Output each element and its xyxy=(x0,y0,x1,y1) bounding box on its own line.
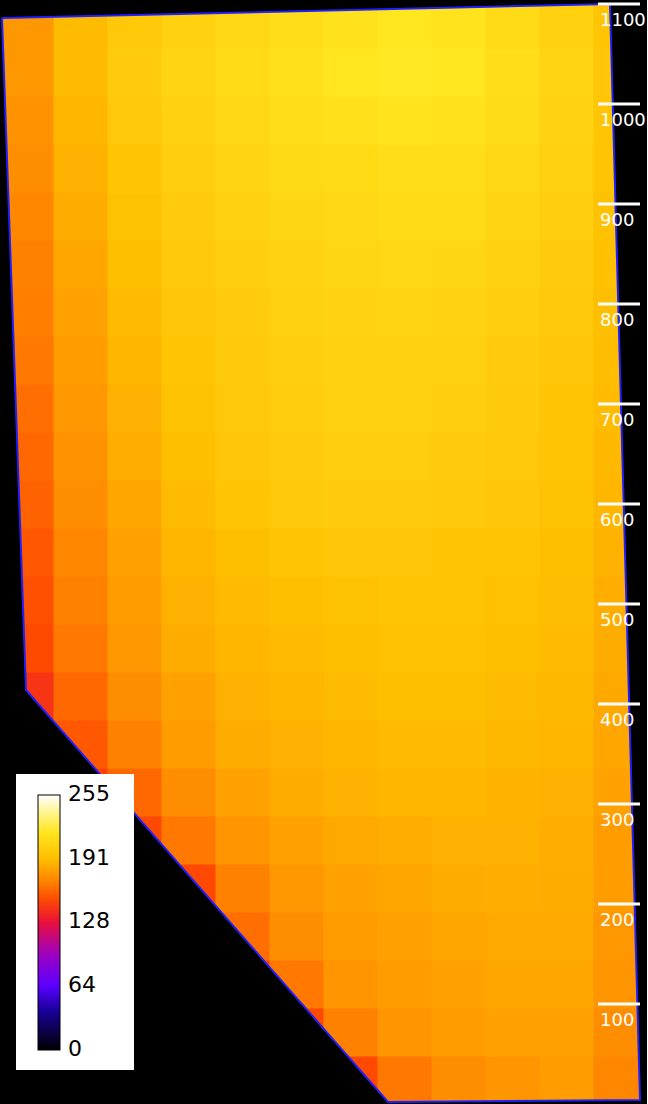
svg-text:255: 255 xyxy=(68,781,110,806)
svg-text:128: 128 xyxy=(68,908,110,933)
svg-text:200: 200 xyxy=(600,909,634,930)
svg-text:64: 64 xyxy=(68,972,96,997)
svg-text:100: 100 xyxy=(600,1009,634,1030)
svg-text:900: 900 xyxy=(600,209,634,230)
svg-text:500: 500 xyxy=(600,609,634,630)
svg-text:1100: 1100 xyxy=(600,9,646,30)
svg-text:800: 800 xyxy=(600,309,634,330)
svg-text:0: 0 xyxy=(68,1036,82,1061)
svg-text:300: 300 xyxy=(600,809,634,830)
svg-text:400: 400 xyxy=(600,709,634,730)
svg-text:1000: 1000 xyxy=(600,109,646,130)
svg-text:700: 700 xyxy=(600,409,634,430)
svg-text:600: 600 xyxy=(600,509,634,530)
svg-text:191: 191 xyxy=(68,845,110,870)
